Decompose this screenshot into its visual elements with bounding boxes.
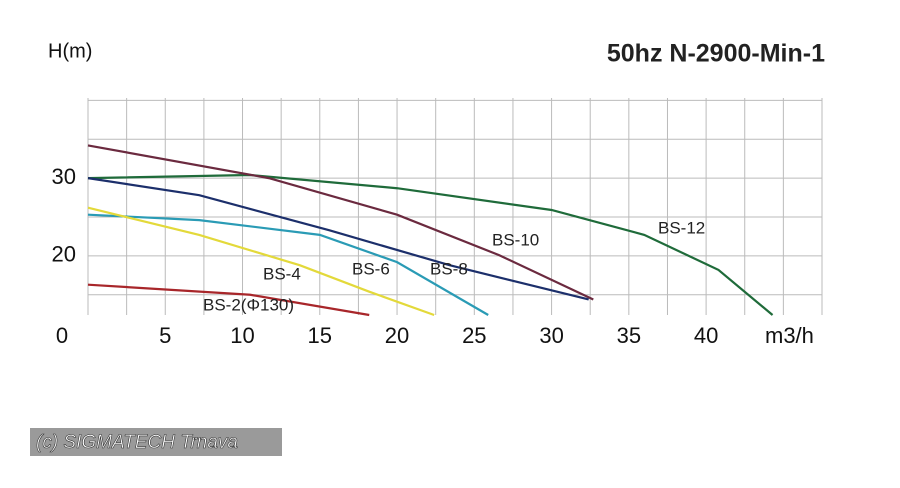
- curve: [87, 213, 489, 316]
- y-axis-label: H(m): [48, 40, 92, 62]
- series-label: BS-8: [430, 259, 468, 278]
- y-tick-label: 20: [52, 242, 76, 267]
- x-tick-label: 20: [385, 323, 409, 348]
- curve: [87, 206, 435, 317]
- series-label: BS-2(Φ130): [203, 295, 294, 314]
- x-tick-label: 15: [308, 323, 332, 348]
- curve: [87, 283, 370, 317]
- x-tick-label: 25: [462, 323, 486, 348]
- x-tick-label: 10: [230, 323, 254, 348]
- series-label: BS-6: [352, 259, 390, 278]
- x-tick-label: 35: [617, 323, 641, 348]
- x-tick-label: 0: [56, 323, 68, 348]
- chart-title: 50hz N-2900-Min-1: [607, 40, 825, 68]
- series-label: BS-10: [492, 230, 539, 249]
- series-label: BS-12: [658, 218, 705, 237]
- curve: [87, 177, 589, 301]
- x-tick-label: 5: [159, 323, 171, 348]
- curve: [87, 173, 774, 316]
- x-tick-label: 40: [694, 323, 718, 348]
- watermark: (c) SIGMATECH Trnava: [36, 432, 238, 453]
- watermark-box: [30, 428, 282, 456]
- series-label: BS-4: [263, 264, 301, 283]
- curve: [87, 144, 594, 301]
- x-tick-label: 30: [539, 323, 563, 348]
- y-tick-label: 30: [52, 164, 76, 189]
- x-axis-label: m3/h: [765, 323, 814, 348]
